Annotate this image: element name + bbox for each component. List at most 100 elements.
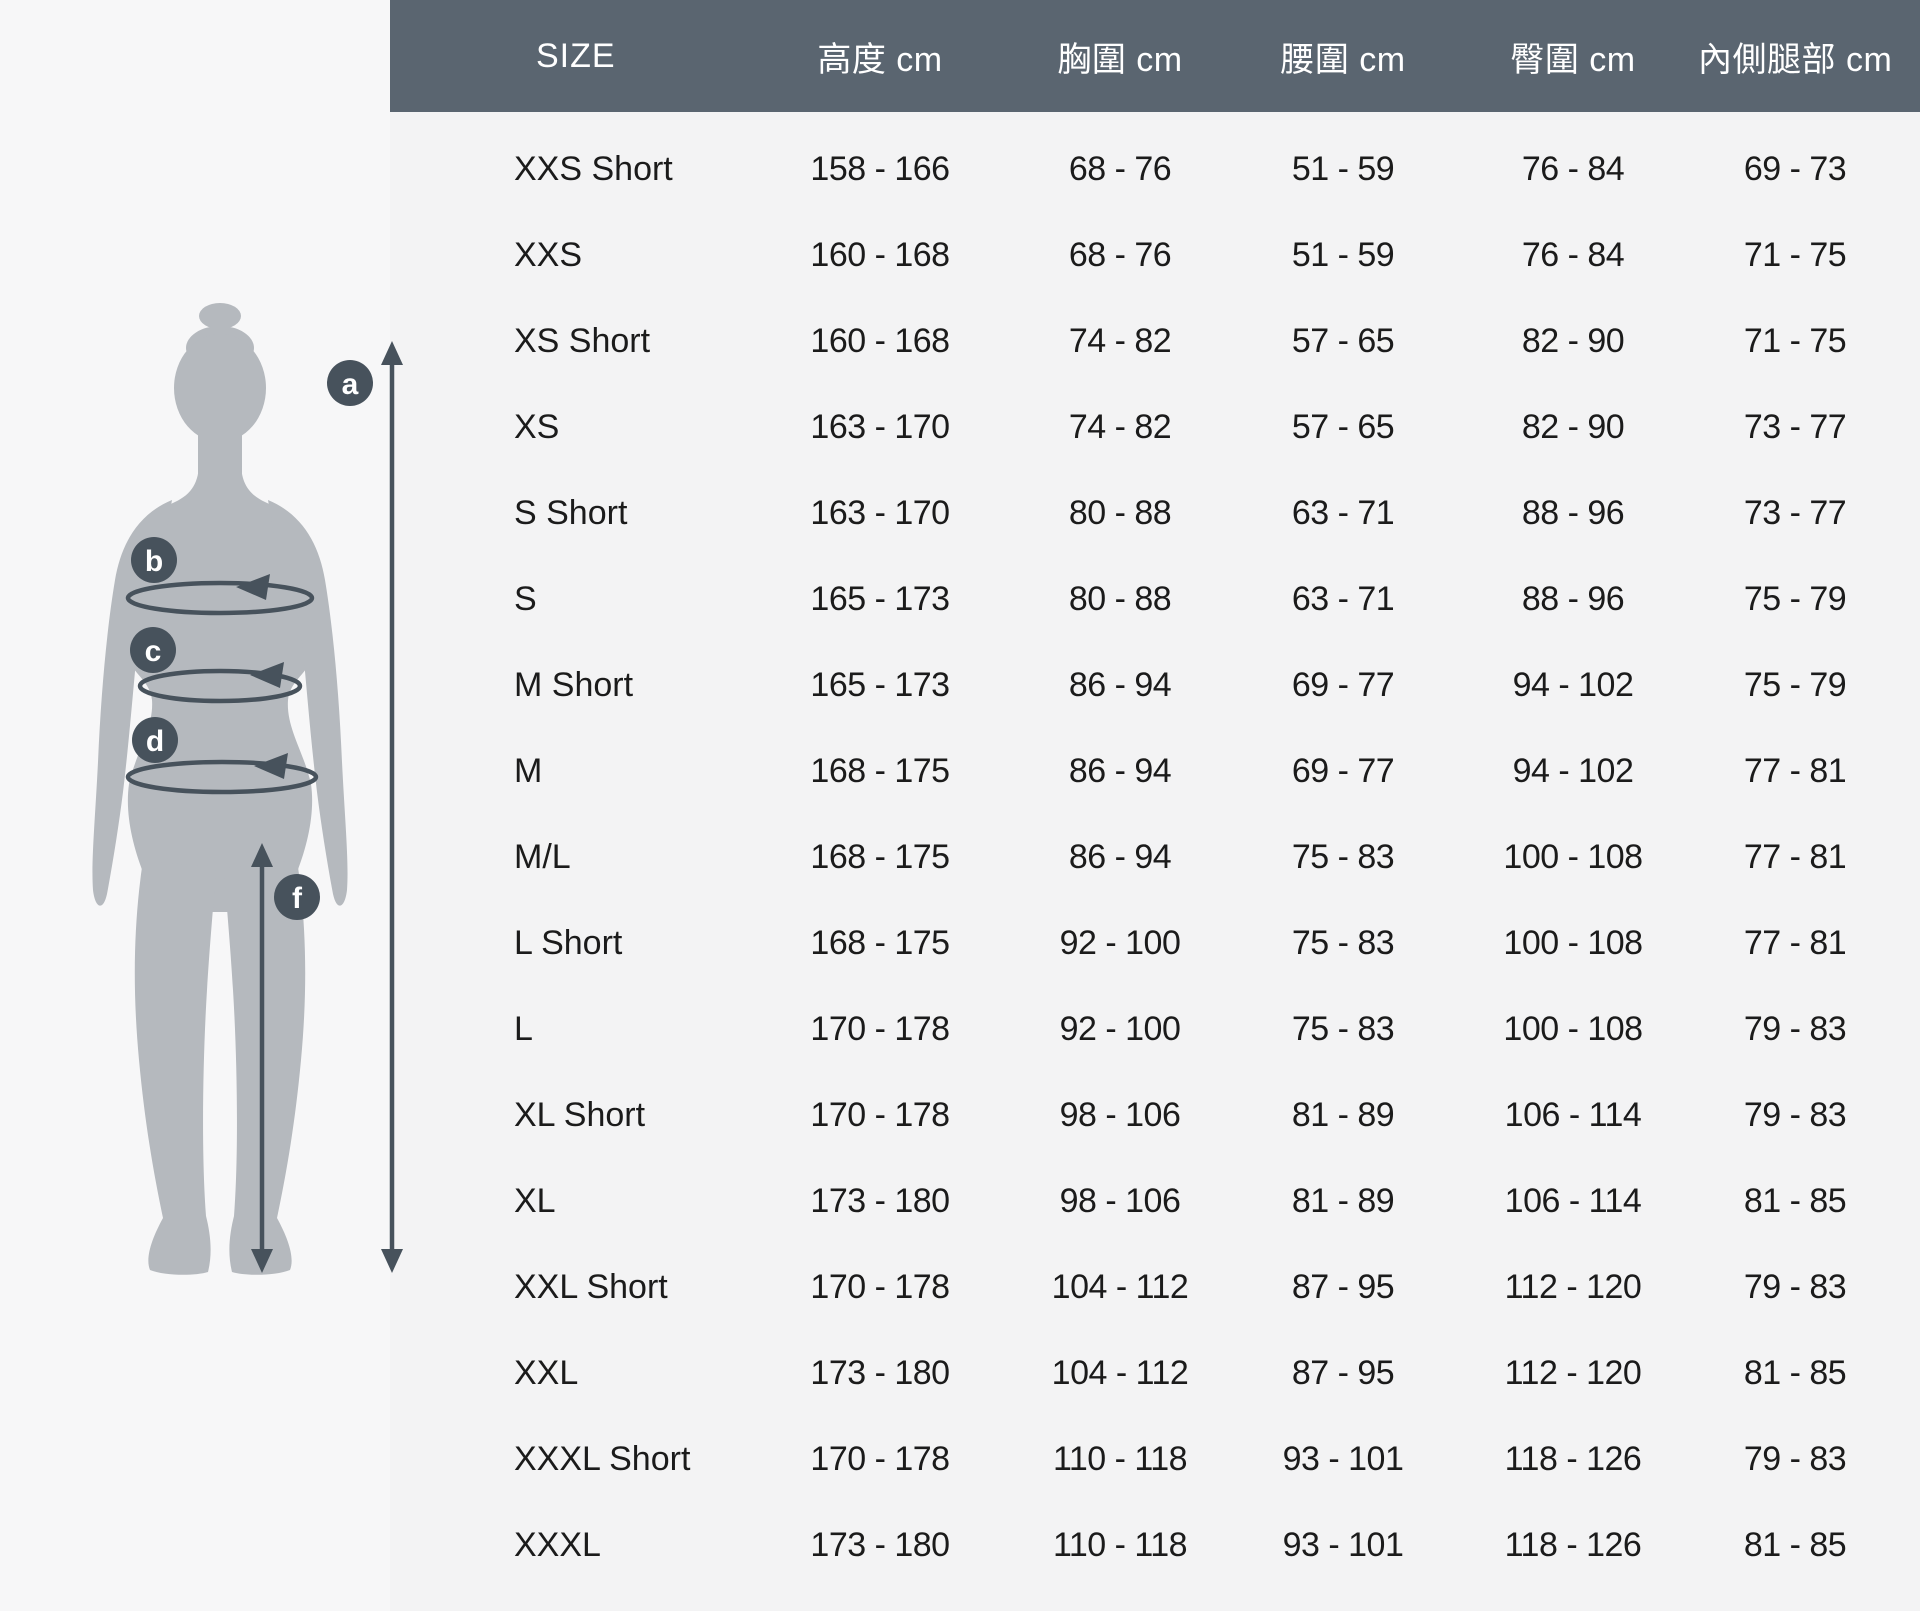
size-cell: XL <box>514 1181 556 1220</box>
hip-cell: 118 - 126 <box>1504 1439 1642 1478</box>
body-measurement-diagram: a b c d f <box>0 0 440 1611</box>
height-cell: 170 - 178 <box>810 1267 950 1306</box>
waist-cell: 57 - 65 <box>1291 321 1395 360</box>
chest-cell: 74 - 82 <box>1068 407 1172 446</box>
inseam-cell: 79 - 83 <box>1743 1439 1847 1478</box>
height-cell: 163 - 170 <box>810 493 950 532</box>
table-row: XXL 173 - 180 104 - 112 87 - 95 112 - 120 81 … <box>390 1330 1920 1416</box>
inseam-cell: 79 - 83 <box>1743 1267 1847 1306</box>
inseam-cell: 75 - 79 <box>1743 665 1847 704</box>
height-cell: 173 - 180 <box>810 1525 950 1564</box>
waist-ellipse <box>137 668 303 704</box>
hip-cell: 112 - 120 <box>1504 1267 1642 1306</box>
marker-badges: a b c d f <box>130 360 373 920</box>
table-row: XXS Short 158 - 166 68 - 76 51 - 59 76 - 84 6… <box>390 126 1920 212</box>
chest-cell: 104 - 112 <box>1051 1353 1189 1392</box>
column-header-size: SIZE <box>536 36 616 75</box>
height-cell: 160 - 168 <box>810 235 950 274</box>
hip-cell: 94 - 102 <box>1512 751 1634 790</box>
table-body: XXS Short 158 - 166 68 - 76 51 - 59 76 - 84 6… <box>390 112 1920 1588</box>
hip-ellipse <box>125 759 319 795</box>
height-cell: 170 - 178 <box>810 1009 950 1048</box>
table-row: XL Short 170 - 178 98 - 106 81 - 89 106 - 11… <box>390 1072 1920 1158</box>
waist-arrowhead <box>250 662 284 688</box>
height-cell: 173 - 180 <box>810 1181 950 1220</box>
size-cell: XXXL <box>514 1525 601 1564</box>
inseam-arrowhead-bottom <box>251 1249 273 1273</box>
height-cell: 170 - 178 <box>810 1095 950 1134</box>
column-header-height: 高度 cm <box>817 40 943 79</box>
waist-cell: 69 - 77 <box>1291 751 1395 790</box>
chest-cell: 74 - 82 <box>1068 321 1172 360</box>
chest-cell: 86 - 94 <box>1068 751 1172 790</box>
inseam-cell: 77 - 81 <box>1743 837 1847 876</box>
size-table-header: SIZE 高度 cm 胸圍 cm 腰圍 cm 臀圍 cm 內側腿部 cm <box>390 0 1920 112</box>
inseam-cell: 81 - 85 <box>1743 1181 1847 1220</box>
size-cell: M Short <box>514 665 634 704</box>
size-cell: XXXL Short <box>514 1439 691 1478</box>
height-cell: 168 - 175 <box>810 923 950 962</box>
inseam-cell: 81 - 85 <box>1743 1353 1847 1392</box>
hip-cell: 88 - 96 <box>1521 493 1625 532</box>
table-row: XXS 160 - 168 68 - 76 51 - 59 76 - 84 71 - 75 <box>390 212 1920 298</box>
chest-arrowhead <box>236 574 270 600</box>
chest-cell: 80 - 88 <box>1068 493 1172 532</box>
waist-cell: 69 - 77 <box>1291 665 1395 704</box>
hip-cell: 112 - 120 <box>1504 1353 1642 1392</box>
marker-a-badge: a <box>327 360 373 406</box>
height-cell: 168 - 175 <box>810 751 950 790</box>
inseam-arrowhead-top <box>251 843 273 867</box>
hip-cell: 76 - 84 <box>1521 149 1625 188</box>
marker-d-badge: d <box>132 717 178 763</box>
size-table: SIZE 高度 cm 胸圍 cm 腰圍 cm 臀圍 cm 內側腿部 cm XXS… <box>390 0 1920 1611</box>
body-silhouette <box>92 303 348 1275</box>
table-row: XS 163 - 170 74 - 82 57 - 65 82 - 90 73 - 77 <box>390 384 1920 470</box>
waist-cell: 75 - 83 <box>1291 1009 1395 1048</box>
waist-cell: 63 - 71 <box>1291 579 1395 618</box>
marker-b-label: b <box>145 545 163 578</box>
inseam-cell: 77 - 81 <box>1743 751 1847 790</box>
chest-cell: 80 - 88 <box>1068 579 1172 618</box>
table-row: XXXL 173 - 180 110 - 118 93 - 101 118 - 126 8… <box>390 1502 1920 1588</box>
inseam-cell: 73 - 77 <box>1743 493 1847 532</box>
marker-c-label: c <box>145 635 162 668</box>
size-cell: S Short <box>514 493 628 532</box>
chest-cell: 98 - 106 <box>1059 1181 1181 1220</box>
hip-cell: 100 - 108 <box>1503 1009 1643 1048</box>
inseam-cell: 79 - 83 <box>1743 1095 1847 1134</box>
chest-cell: 68 - 76 <box>1068 149 1172 188</box>
size-cell: L <box>514 1009 533 1048</box>
height-cell: 173 - 180 <box>810 1353 950 1392</box>
inseam-cell: 69 - 73 <box>1743 149 1847 188</box>
inseam-cell: 75 - 79 <box>1743 579 1847 618</box>
table-row: XL 173 - 180 98 - 106 81 - 89 106 - 114 81 - … <box>390 1158 1920 1244</box>
table-row: XXXL Short 170 - 178 110 - 118 93 - 101 118 … <box>390 1416 1920 1502</box>
chest-cell: 98 - 106 <box>1059 1095 1181 1134</box>
size-cell: S <box>514 579 537 618</box>
hip-cell: 100 - 108 <box>1503 923 1643 962</box>
inseam-cell: 77 - 81 <box>1743 923 1847 962</box>
height-cell: 170 - 178 <box>810 1439 950 1478</box>
hip-cell: 106 - 114 <box>1504 1181 1642 1220</box>
height-cell: 163 - 170 <box>810 407 950 446</box>
marker-a-label: a <box>342 368 359 401</box>
size-cell: L Short <box>514 923 623 962</box>
table-row: XS Short 160 - 168 74 - 82 57 - 65 82 - 90 71… <box>390 298 1920 384</box>
table-row: S 165 - 173 80 - 88 63 - 71 88 - 96 75 - 79 <box>390 556 1920 642</box>
column-header-inseam: 內側腿部 cm <box>1698 40 1893 79</box>
marker-d-label: d <box>146 725 164 758</box>
height-cell: 165 - 173 <box>810 579 950 618</box>
hip-cell: 88 - 96 <box>1521 579 1625 618</box>
table-row: L Short 168 - 175 92 - 100 75 - 83 100 - 108… <box>390 900 1920 986</box>
table-row: M 168 - 175 86 - 94 69 - 77 94 - 102 77 - 81 <box>390 728 1920 814</box>
waist-cell: 51 - 59 <box>1291 235 1395 274</box>
size-cell: M <box>514 751 543 790</box>
size-cell: XXL <box>514 1353 579 1392</box>
height-cell: 158 - 166 <box>810 149 950 188</box>
table-row: M/L 168 - 175 86 - 94 75 - 83 100 - 108 77 - … <box>390 814 1920 900</box>
size-cell: XL Short <box>514 1095 646 1134</box>
chest-cell: 110 - 118 <box>1052 1525 1188 1564</box>
inseam-cell: 81 - 85 <box>1743 1525 1847 1564</box>
table-row: XXL Short 170 - 178 104 - 112 87 - 95 112 - … <box>390 1244 1920 1330</box>
column-header-waist: 腰圍 cm <box>1280 40 1406 79</box>
